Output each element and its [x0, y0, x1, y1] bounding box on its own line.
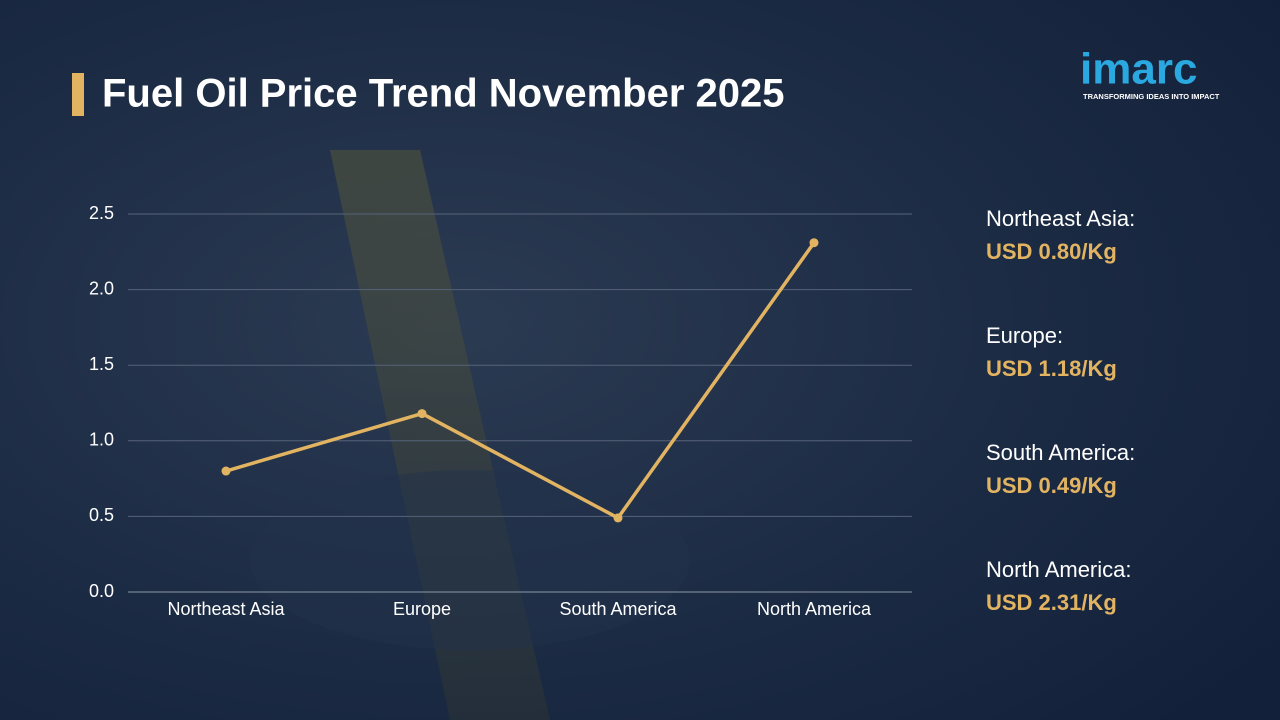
- value-label: USD 2.31/Kg: [986, 590, 1117, 615]
- x-tick-label: North America: [757, 599, 872, 619]
- x-tick-label: Europe: [393, 599, 451, 619]
- panel-label: North America:: [986, 557, 1132, 582]
- value-label: USD 1.18/Kg: [986, 356, 1117, 381]
- logo-name: imarc: [1080, 45, 1197, 94]
- value-label: USD 0.49/Kg: [986, 473, 1117, 498]
- value-label: USD 0.80/Kg: [986, 239, 1117, 264]
- chart-title: Fuel Oil Price Trend November 2025: [102, 72, 785, 116]
- y-tick-label: 1.0: [89, 430, 114, 450]
- can-decoration: [250, 470, 690, 650]
- panel-label: South America:: [986, 440, 1135, 465]
- point: [221, 466, 231, 476]
- point: [417, 409, 427, 419]
- y-tick-label: 0.0: [89, 581, 114, 601]
- y-tick-label: 1.5: [89, 354, 114, 374]
- panel-label: Northeast Asia:: [986, 206, 1135, 231]
- title-bar: [72, 73, 84, 116]
- point: [809, 238, 819, 248]
- y-tick-label: 2.5: [89, 203, 114, 223]
- logo-tagline: TRANSFORMING IDEAS INTO IMPACT: [1083, 92, 1220, 101]
- x-tick-label: Northeast Asia: [167, 599, 285, 619]
- point: [613, 513, 623, 523]
- y-tick-label: 0.5: [89, 505, 114, 525]
- line: [225, 241, 816, 520]
- x-tick-label: South America: [559, 599, 677, 619]
- y-tick-label: 2.0: [89, 278, 114, 298]
- panel-label: Europe:: [986, 323, 1063, 348]
